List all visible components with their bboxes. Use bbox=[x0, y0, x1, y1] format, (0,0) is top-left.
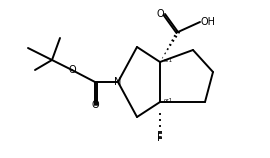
Text: OH: OH bbox=[201, 17, 215, 27]
Text: N: N bbox=[114, 77, 122, 87]
Text: O: O bbox=[91, 100, 99, 110]
Text: O: O bbox=[156, 9, 164, 19]
Text: F: F bbox=[157, 133, 163, 143]
Text: O: O bbox=[68, 65, 76, 75]
Text: or1: or1 bbox=[164, 97, 173, 103]
Text: or1: or1 bbox=[164, 58, 173, 63]
